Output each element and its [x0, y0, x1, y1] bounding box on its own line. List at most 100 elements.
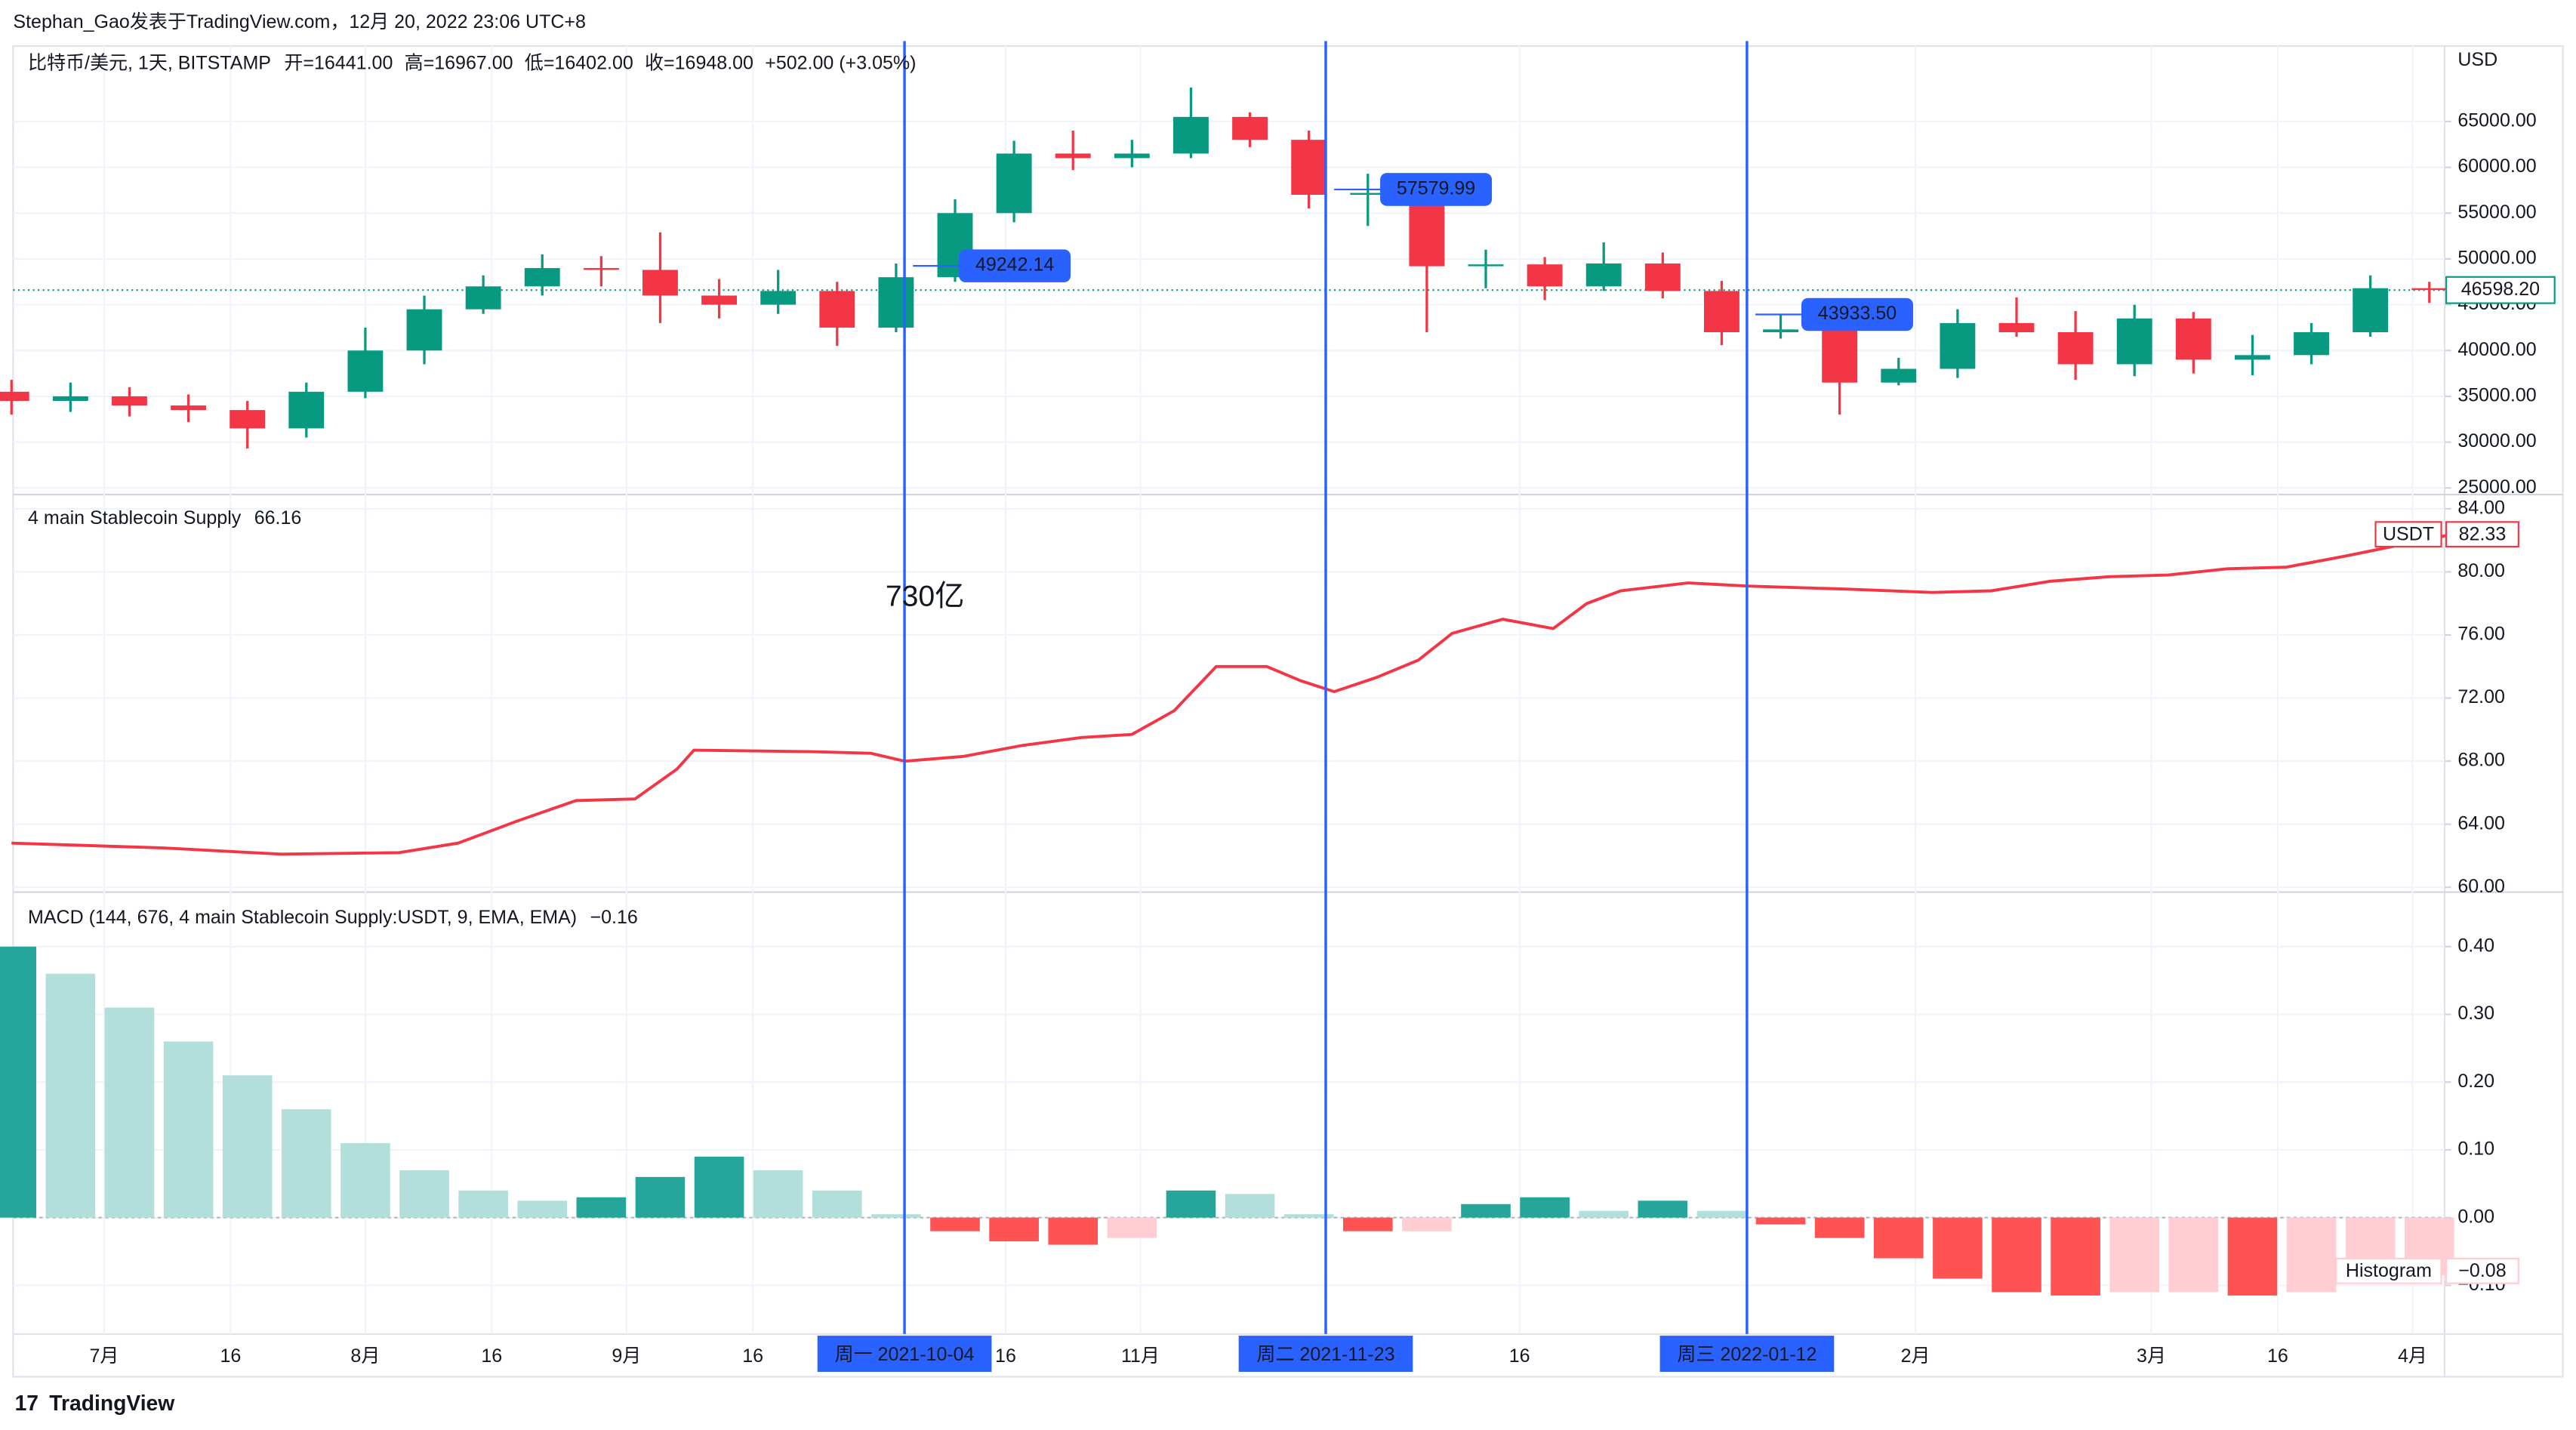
candle-body — [1940, 322, 1976, 369]
candle-body — [112, 396, 147, 406]
x-tick-label: 16 — [1509, 1345, 1530, 1367]
histogram-bar — [753, 1170, 803, 1218]
x-tick-label: 11月 — [1121, 1345, 1160, 1367]
histogram-bar — [1696, 1210, 1747, 1218]
candle-body — [2235, 355, 2270, 360]
legend-value: 66.16 — [254, 507, 302, 529]
y-tick-label: 64.00 — [2457, 812, 2505, 834]
x-tick-label: 16 — [2267, 1345, 2288, 1367]
histogram-bar — [104, 1007, 155, 1218]
candle-body — [2175, 318, 2211, 360]
histogram-bar — [812, 1190, 862, 1218]
chart-frame — [12, 45, 2564, 1378]
last-value-label: −0.08 — [2458, 1260, 2506, 1281]
candle-body — [2353, 288, 2389, 332]
y-tick-label: 68.00 — [2457, 750, 2505, 771]
overlay-layer: 49242.14 57579.99 43933.50 周一 2021-10-04 周二 … — [817, 41, 1913, 1372]
histogram-bar — [2168, 1217, 2219, 1293]
currency: USD — [2457, 49, 2497, 70]
candle-body — [1232, 116, 1268, 140]
histogram-bar — [399, 1170, 449, 1218]
histogram-bar — [163, 1041, 214, 1218]
x-tick-label: 16 — [220, 1345, 241, 1367]
last-price-label: 46598.20 — [2461, 279, 2540, 300]
histogram-bar — [2227, 1217, 2278, 1296]
x-tick-label: 9月 — [612, 1345, 641, 1367]
y-tick-label: 0.30 — [2457, 1003, 2494, 1024]
candle-body — [288, 391, 325, 429]
series-tag — [2374, 521, 2442, 548]
y-tick-label: 80.00 — [2457, 560, 2505, 581]
histogram-bar — [340, 1142, 390, 1218]
histogram-bar — [1933, 1217, 1983, 1279]
histogram-bar — [694, 1156, 744, 1218]
pane-title: MACD (144, 676, 4 main Stablecoin Supply… — [28, 907, 577, 928]
candle-body — [406, 309, 442, 351]
last-price-tag — [2445, 276, 2556, 304]
callout-box — [1801, 297, 1913, 331]
pane-title: 4 main Stablecoin Supply — [28, 507, 242, 529]
histogram-bar — [1225, 1194, 1275, 1218]
candle-body — [1644, 263, 1681, 291]
x-tick-label: 7月 — [90, 1345, 119, 1367]
candle-body — [0, 391, 29, 401]
ohlc-label: 低=16402.00 — [525, 52, 633, 73]
candle-body — [1291, 140, 1327, 195]
marker-date-box — [817, 1336, 992, 1372]
candle-body — [1822, 329, 1858, 383]
candle-body — [1055, 153, 1091, 159]
candle-body — [1114, 153, 1150, 159]
legend-value: −0.16 — [590, 907, 638, 928]
candle-body — [2116, 318, 2152, 365]
marker-date-box — [1238, 1336, 1413, 1372]
callout-label: 57579.99 — [1397, 178, 1475, 199]
candle-body — [1881, 368, 1917, 383]
last-value-tag — [2445, 521, 2519, 548]
candle-body — [1704, 291, 1739, 332]
last-value-tag — [2445, 1257, 2519, 1284]
candle-body — [583, 268, 619, 270]
histogram-bar — [1342, 1217, 1393, 1231]
y-tick-label: 30000.00 — [2457, 430, 2536, 451]
y-tick-label: 84.00 — [2457, 497, 2505, 518]
histogram-bar — [1638, 1200, 1688, 1218]
marker-date-label: 周三 2022-01-12 — [1677, 1344, 1816, 1365]
x-tick-label: 4月 — [2398, 1345, 2427, 1367]
histogram-bar — [2051, 1217, 2100, 1296]
y-tick-label: 0.20 — [2457, 1071, 2494, 1092]
y-tick-label: 76.00 — [2457, 624, 2505, 645]
series-name-tag: Histogram — [2346, 1260, 2432, 1281]
candle-body — [701, 295, 737, 305]
candle-body — [642, 270, 678, 296]
last-value-label: 82.33 — [2459, 523, 2507, 544]
callout-box — [1380, 173, 1493, 206]
histogram-bar — [1283, 1214, 1334, 1218]
callout-label: 43933.50 — [1818, 303, 1897, 324]
symbol-legend: 比特币/美元, 1天, BITSTAMP — [28, 52, 271, 73]
x-tick-label: 3月 — [2137, 1345, 2166, 1367]
candle-body — [2057, 331, 2094, 365]
y-tick-label: 40000.00 — [2457, 339, 2536, 360]
y-tick-label: 55000.00 — [2457, 202, 2536, 223]
histogram-bar — [1520, 1197, 1570, 1218]
histogram-bar — [2286, 1217, 2337, 1293]
histogram-bar — [1107, 1217, 1157, 1238]
histogram-bar — [1166, 1190, 1216, 1218]
candle-body — [1998, 322, 2035, 332]
series-name-tag: USDT — [2383, 523, 2434, 544]
x-tick-label: 2月 — [1901, 1345, 1930, 1367]
marker-date-label: 周一 2021-10-04 — [835, 1344, 975, 1365]
y-tick-label: 0.00 — [2457, 1206, 2494, 1227]
histogram-bar — [930, 1217, 980, 1231]
annotation: 730亿 — [886, 580, 965, 612]
histogram-bar — [45, 973, 96, 1218]
histogram-bar — [989, 1217, 1039, 1242]
histogram-bar — [222, 1075, 273, 1218]
candle-body — [171, 405, 207, 411]
histogram-bar — [1992, 1217, 2041, 1293]
brand[interactable]: TradingView — [49, 1391, 175, 1415]
line-series — [11, 534, 2447, 856]
histogram-bar — [1461, 1203, 1511, 1218]
candle-body — [1350, 193, 1386, 195]
